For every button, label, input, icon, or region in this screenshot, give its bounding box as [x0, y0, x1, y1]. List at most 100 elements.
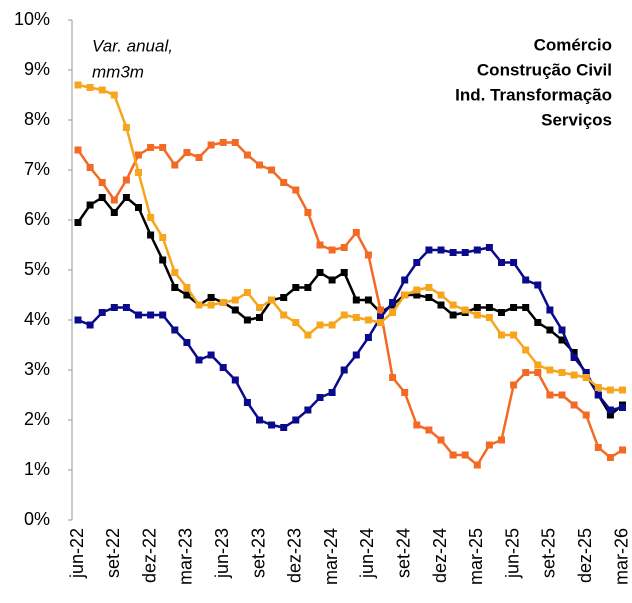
point	[292, 416, 300, 424]
point	[473, 461, 481, 469]
point	[352, 314, 360, 321]
point	[485, 304, 493, 311]
point	[522, 369, 530, 376]
point	[401, 389, 409, 396]
point	[110, 91, 118, 99]
legend-entry: Serviços	[541, 110, 612, 129]
point	[243, 289, 251, 296]
point	[98, 86, 106, 94]
point	[352, 296, 360, 304]
point	[364, 251, 372, 259]
point	[122, 304, 130, 311]
point	[582, 411, 590, 419]
legend-entry: Comércio	[534, 35, 612, 54]
y-tick-label: 7%	[24, 159, 50, 179]
point	[619, 386, 626, 394]
point	[364, 296, 372, 304]
point	[231, 306, 239, 314]
point	[183, 339, 191, 346]
point	[522, 346, 530, 354]
point	[413, 291, 421, 299]
point	[98, 194, 106, 201]
point	[340, 311, 348, 319]
point	[582, 369, 590, 376]
point	[594, 384, 602, 391]
point	[316, 241, 324, 249]
point	[522, 304, 530, 311]
point	[437, 436, 445, 444]
point	[207, 301, 215, 309]
point	[461, 306, 469, 314]
point	[219, 364, 227, 371]
x-tick-label: jun-23	[212, 528, 232, 579]
point	[364, 334, 372, 341]
point	[195, 356, 203, 364]
point	[461, 249, 469, 256]
point	[280, 424, 288, 431]
x-tick-label: mar-24	[321, 528, 341, 585]
point	[159, 311, 167, 319]
point	[534, 281, 542, 289]
point	[449, 311, 457, 319]
point	[231, 376, 239, 384]
point	[280, 311, 288, 319]
point	[558, 326, 566, 334]
point	[86, 84, 94, 91]
point	[316, 269, 324, 276]
point	[280, 179, 288, 186]
point	[171, 284, 179, 291]
series-line	[77, 246, 623, 429]
point	[292, 284, 300, 291]
point	[352, 351, 360, 359]
point	[425, 294, 433, 301]
point	[558, 391, 566, 399]
point	[74, 219, 82, 226]
point	[606, 454, 614, 461]
point	[304, 209, 312, 216]
point	[147, 231, 155, 239]
point	[86, 201, 94, 209]
y-tick-label: 10%	[14, 9, 50, 29]
point	[280, 294, 288, 301]
y-tick-label: 3%	[24, 359, 50, 379]
point	[485, 244, 493, 251]
point	[570, 401, 578, 409]
point	[546, 391, 554, 399]
point	[328, 389, 336, 396]
point	[558, 336, 566, 344]
point	[328, 276, 336, 284]
point	[510, 259, 518, 266]
point	[110, 196, 118, 204]
x-tick-label: mar-26	[611, 528, 631, 585]
annotation: mm3m	[92, 62, 144, 81]
point	[171, 269, 179, 276]
point	[195, 154, 203, 161]
point	[449, 301, 457, 309]
point	[243, 399, 251, 406]
point	[534, 319, 542, 326]
point	[510, 381, 518, 389]
point	[510, 331, 518, 339]
point	[122, 124, 130, 131]
point	[74, 81, 82, 89]
point	[619, 404, 626, 411]
x-tick-label: jun-22	[67, 528, 87, 579]
point	[219, 139, 227, 146]
point	[364, 316, 372, 324]
point	[195, 301, 203, 309]
y-tick-label: 2%	[24, 409, 50, 429]
point	[389, 299, 397, 306]
point	[122, 176, 130, 184]
point	[268, 296, 276, 304]
point	[401, 276, 409, 284]
point	[110, 209, 118, 216]
point	[498, 309, 505, 316]
x-tick-label: set-24	[393, 528, 413, 578]
point	[558, 369, 566, 376]
point	[570, 371, 578, 379]
y-tick-label: 4%	[24, 309, 50, 329]
series-line	[76, 141, 624, 467]
point	[98, 309, 106, 316]
point	[340, 366, 348, 374]
point	[606, 411, 614, 419]
